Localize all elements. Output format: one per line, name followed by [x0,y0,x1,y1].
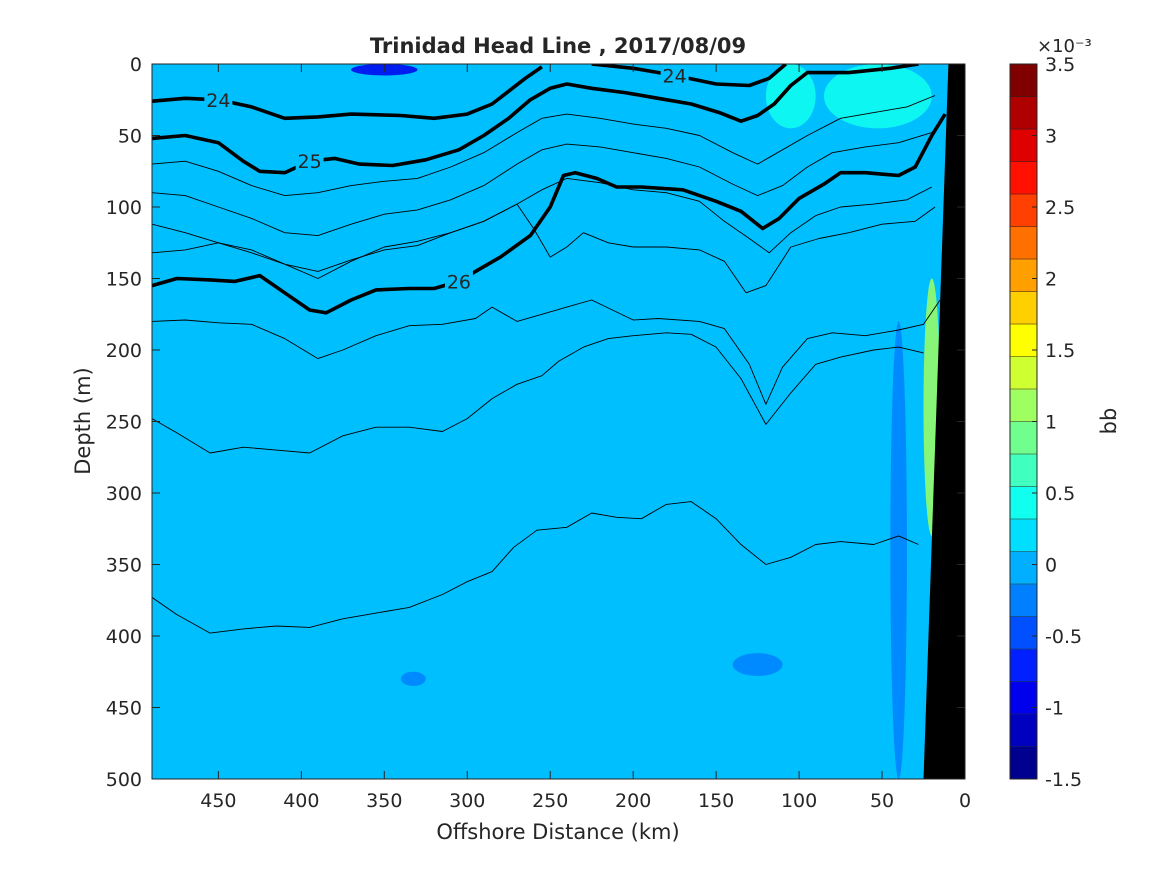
y-tick-label-6: 300 [106,483,142,505]
colorbar-swatch-19 [1010,129,1037,162]
colorbar-tick-label-3: 0 [1045,555,1057,577]
colorbar-tick-label-9: 3 [1045,126,1057,148]
density-contour-5 [152,132,932,237]
x-tick-label-8: 50 [870,790,894,812]
colorbar-swatch-1 [1010,714,1037,747]
y-tick-label-0: 0 [130,54,142,76]
x-tick-label-5: 200 [615,790,651,812]
x-tick-label-9: 0 [959,790,971,812]
x-tick-label-7: 100 [781,790,817,812]
x-tick-label-6: 150 [698,790,734,812]
contour-layer: 24 24 25 26 [152,64,947,634]
anomaly-layer [351,64,941,779]
colorbar-swatch-3 [1010,649,1037,682]
x-axis-label: Offshore Distance (km) [436,820,679,844]
contour-label-1: 24 [663,65,687,87]
colorbar-tick-label-0: -1.5 [1045,769,1082,791]
y-tick-label-3: 150 [106,269,142,291]
contour-label-bg-1 [660,64,689,87]
x-tick-label-3: 300 [449,790,485,812]
colorbar-tick-label-8: 2.5 [1045,197,1075,219]
y-tick-label-5: 250 [106,412,142,434]
x-tick-label-0: 450 [200,790,236,812]
x-tick-label-4: 250 [532,790,568,812]
density-contour-8 [152,299,941,405]
y-tick-label-4: 200 [106,340,142,362]
colorbar-swatch-10 [1010,421,1037,455]
y-tick-label-2: 100 [106,197,142,219]
colorbar-swatch-18 [1010,161,1037,195]
colorbar-swatch-21 [1010,64,1037,97]
colorbar-tick-label-1: -1 [1045,698,1064,720]
colorbar-tick-label-4: 0.5 [1045,483,1075,505]
colorbar-swatch-15 [1010,259,1037,292]
density-contour-9 [152,332,924,454]
x-tick-label-2: 350 [366,790,402,812]
colorbar-swatch-9 [1010,454,1037,487]
y-tick-label-7: 350 [106,555,142,577]
colorbar-swatch-0 [1010,746,1037,780]
colorbar-swatch-8 [1010,486,1037,520]
anomaly-patch-2 [823,64,932,129]
colorbar-swatch-2 [1010,681,1037,715]
colorbar-swatch-20 [1010,96,1037,130]
colorbar-swatch-7 [1010,519,1037,552]
contour-label-0: 24 [206,90,230,112]
colorbar-tick-label-10: 3.5 [1045,54,1075,76]
bathymetry-seafloor [923,64,965,779]
density-contour-3 [152,113,947,315]
y-axis-label: Depth (m) [71,367,95,474]
y-axis: 0 50 100 150 200 250 300 350 400 450 500 [106,54,965,791]
density-contour-7 [152,203,936,294]
contour-label-2: 25 [298,151,322,173]
colorbar-tick-label-2: -0.5 [1045,626,1082,648]
x-tick-label-1: 400 [283,790,319,812]
density-contour-6 [152,177,933,272]
y-tick-label-9: 450 [106,698,142,720]
x-axis: 450 400 350 300 250 200 150 100 50 0 [200,64,971,812]
colorbar-swatch-12 [1010,356,1037,390]
density-contour-10 [152,501,919,634]
y-tick-label-10: 500 [106,769,142,791]
contour-label-3: 26 [447,271,471,293]
y-tick-label-1: 50 [118,126,142,148]
colorbar [1010,64,1037,780]
colorbar-exponent: ×10⁻³ [1037,36,1092,57]
anomaly-patch-6 [400,671,426,687]
anomaly-patch-1 [765,64,816,129]
colorbar-swatch-6 [1010,551,1037,585]
density-contour-2 [152,64,919,175]
plot-area: 24 24 25 26 [152,64,965,779]
colorbar-label: bb [1097,408,1121,435]
colorbar-swatch-14 [1010,291,1037,325]
colorbar-swatch-4 [1010,616,1037,650]
anomaly-patch-5 [732,653,783,677]
colorbar-swatch-17 [1010,194,1037,227]
colorbar-swatch-5 [1010,584,1037,617]
anomaly-patch-4 [890,321,907,779]
colorbar-swatch-13 [1010,324,1037,357]
contour-label-bg-0 [204,88,233,111]
colorbar-tick-label-7: 2 [1045,269,1057,291]
contour-label-bg-3 [444,270,473,293]
colorbar-swatch-11 [1010,389,1037,422]
colorbar-tick-label-5: 1 [1045,412,1057,434]
chart-title: Trinidad Head Line , 2017/08/09 [370,34,746,58]
colorbar-tick-label-6: 1.5 [1045,340,1075,362]
colorbar-swatch-16 [1010,226,1037,260]
colorbar-ticks: -1.5 -1 -0.5 0 0.5 1 1.5 2 2.5 3 3.5 [1032,54,1082,791]
y-tick-label-8: 400 [106,626,142,648]
contour-label-bg-2 [295,150,324,173]
density-contour-4 [152,95,936,197]
